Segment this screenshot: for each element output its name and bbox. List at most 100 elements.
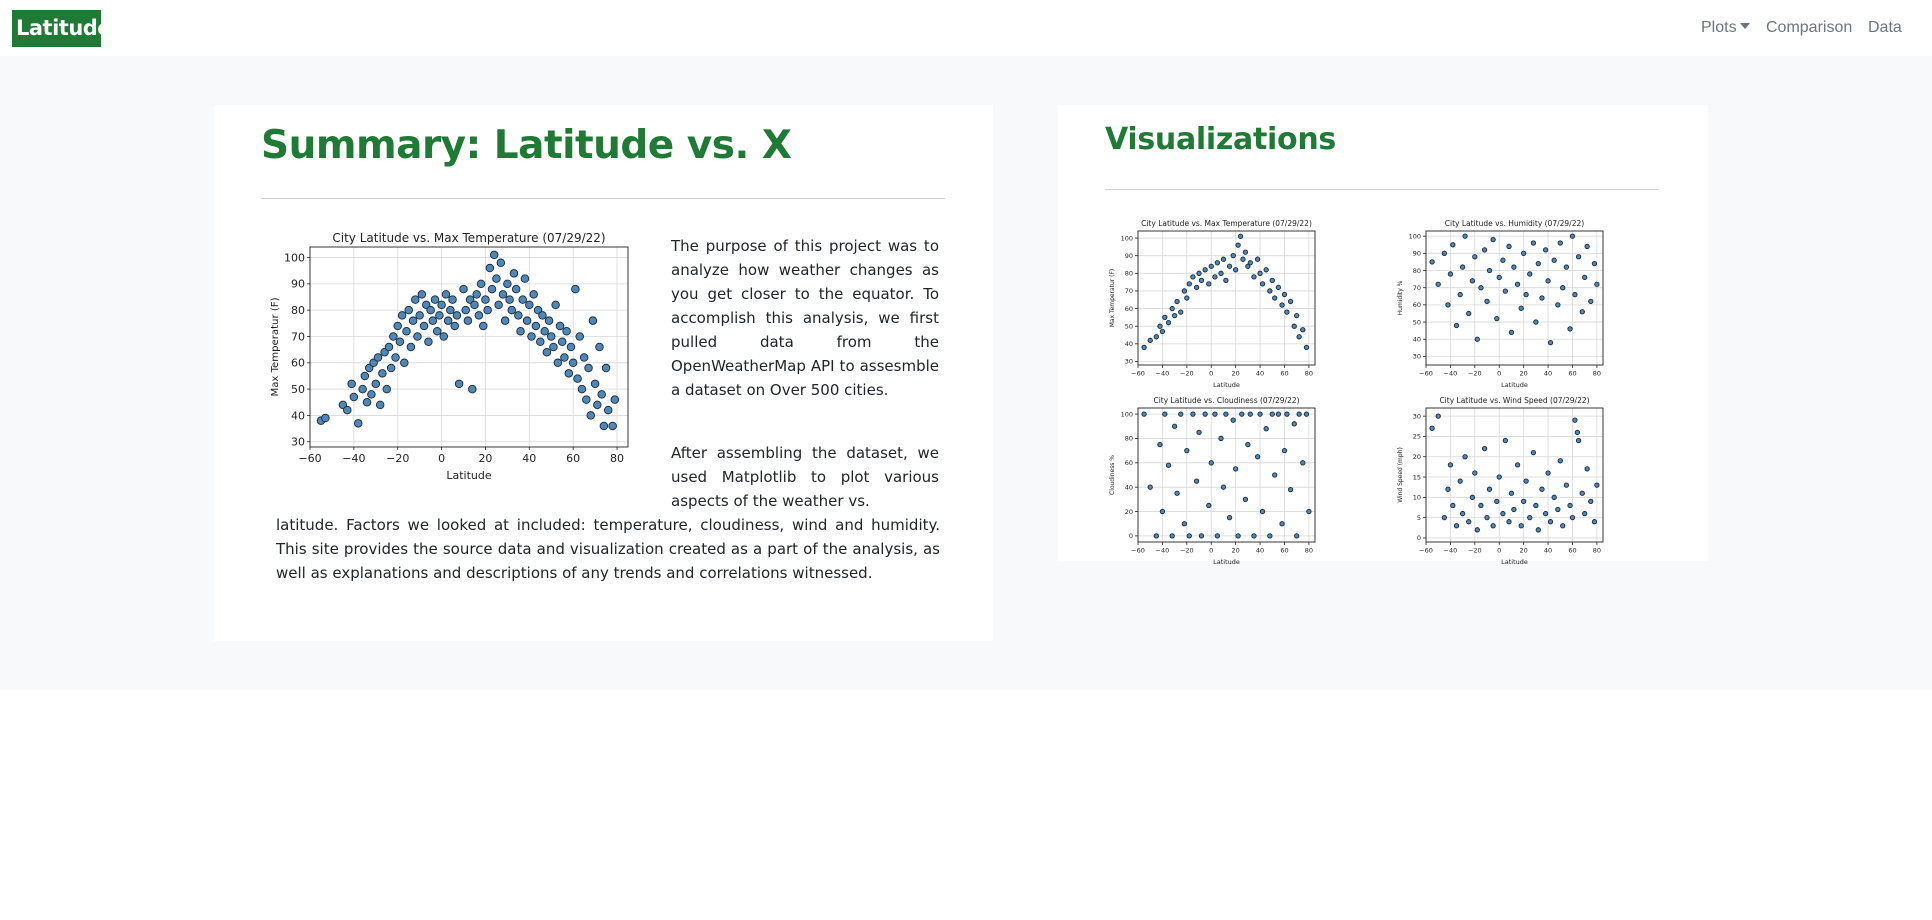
chart-t1-point-25 <box>1223 277 1229 284</box>
chart-t2-xtick-label-2: −20 <box>1468 370 1482 378</box>
chart-t3-point-9 <box>1174 490 1180 496</box>
wind-speed-thumbnail[interactable]: City Latitude vs. Wind Speed (07/29/22) −… <box>1396 394 1611 566</box>
chart-main-point-60 <box>476 279 486 289</box>
chart-t4-point-24 <box>1508 490 1515 496</box>
chart-t3-ytick-label-5: 100 <box>1121 410 1133 418</box>
chart-t2-xtick-label-6: 60 <box>1568 370 1576 378</box>
nav-plots-dropdown[interactable]: Plots <box>1701 16 1750 40</box>
chart-t4-point-28 <box>1521 498 1527 505</box>
chart-main-point-26 <box>400 358 409 368</box>
nav-comparison-link[interactable]: Comparison <box>1766 19 1853 36</box>
chart-main-point-102 <box>568 358 578 368</box>
chart-main-point-51 <box>454 379 464 389</box>
chart-t3-point-27 <box>1230 417 1236 423</box>
chart-t3-point-6 <box>1165 462 1172 468</box>
chart-main-point-22 <box>391 353 400 362</box>
chart-t4-point-5 <box>1450 502 1456 509</box>
caret-down-icon <box>1739 23 1750 29</box>
chart-t1-point-42 <box>1272 295 1278 301</box>
chart-t1-point-47 <box>1287 298 1294 305</box>
chart-t3-point-36 <box>1257 411 1263 417</box>
chart-t3-point-19 <box>1206 502 1212 509</box>
chart-main-point-40 <box>430 295 440 304</box>
chart-t2-ytick-label-7: 100 <box>1409 232 1421 240</box>
chart-t3-point-3 <box>1157 441 1163 448</box>
chart-t2-point-32 <box>1533 319 1539 325</box>
chart-main-point-9 <box>362 398 372 407</box>
chart-t1-point-38 <box>1259 281 1266 287</box>
chart-t4-xtick-label-0: −60 <box>1419 547 1433 555</box>
chart-main-point-1 <box>321 413 330 423</box>
chart-t1-point-34 <box>1247 260 1253 266</box>
chart-t2-point-33 <box>1535 260 1541 267</box>
chart-main-point-93 <box>549 342 558 352</box>
chart-t2-point-36 <box>1545 278 1551 284</box>
chart-t4-point-14 <box>1478 502 1484 509</box>
chart-t1-point-29 <box>1235 242 1241 248</box>
chart-main-point-113 <box>593 400 602 410</box>
chart-t3-xtick-label-4: 20 <box>1232 547 1240 555</box>
chart-t4-xlabel: Latitude <box>1501 558 1528 566</box>
chart-main-point-30 <box>408 316 418 325</box>
chart-main-point-63 <box>483 305 492 315</box>
chart-t2-frame <box>1425 230 1604 366</box>
chart-t2-point-38 <box>1551 257 1557 263</box>
chart-t4-xtick-label-5: 40 <box>1544 547 1552 555</box>
chart-main-point-91 <box>544 316 554 325</box>
chart-t1-point-3 <box>1157 323 1163 329</box>
cloudiness-thumbnail[interactable]: City Latitude vs. Cloudiness (07/29/22) −… <box>1108 394 1323 566</box>
chart-t4-xtick-label-6: 60 <box>1568 547 1576 555</box>
chart-t3-point-50 <box>1300 460 1306 466</box>
chart-main-point-101 <box>566 342 576 352</box>
chart-t4-point-32 <box>1533 502 1539 509</box>
chart-main-point-37 <box>424 337 433 346</box>
chart-t3-xlabel: Latitude <box>1213 558 1240 566</box>
chart-t1-point-1 <box>1147 337 1153 343</box>
chart-t4-point-47 <box>1575 437 1582 444</box>
wind-speed-thumbnail-svg: City Latitude vs. Wind Speed (07/29/22) −… <box>1397 396 1604 566</box>
chart-t3-ytick-label-0: 0 <box>1129 532 1133 540</box>
chart-main-point-46 <box>443 316 453 325</box>
temperature-thumbnail-svg: City Latitude vs. Max Temperature (07/29… <box>1109 219 1316 389</box>
chart-main-xtick-label-3: 0 <box>438 452 445 465</box>
summary-title: Summary: Latitude vs. X <box>261 123 792 168</box>
chart-t4-point-12 <box>1472 470 1478 476</box>
chart-t1-point-44 <box>1279 302 1285 308</box>
summary-paragraph-2-wrap: After assembling the dataset, we used Ma… <box>671 444 939 510</box>
chart-t1-point-33 <box>1245 263 1251 269</box>
chart-t2-point-26 <box>1514 281 1521 287</box>
chart-t2-point-43 <box>1567 326 1573 332</box>
chart-t2-point-45 <box>1572 291 1578 298</box>
brand-logo[interactable]: Latitude <box>12 10 112 47</box>
chart-t3-ylabel: Cloudiness % <box>1109 455 1116 495</box>
chart-t4-ytick-label-2: 10 <box>1413 494 1421 502</box>
chart-main-xtick-label-1: −40 <box>342 452 365 465</box>
chart-t4-point-48 <box>1579 490 1585 496</box>
chart-t3-point-16 <box>1196 429 1202 436</box>
chart-t4-point-6 <box>1453 523 1460 529</box>
humidity-thumbnail[interactable]: City Latitude vs. Humidity (07/29/22) −60… <box>1396 217 1611 389</box>
chart-t2-ytick-label-2: 50 <box>1413 318 1421 326</box>
nav-data-link[interactable]: Data <box>1868 19 1902 36</box>
chart-t3-point-26 <box>1226 514 1233 521</box>
chart-t1-ytick-label-0: 30 <box>1125 358 1133 366</box>
chart-t1-frame <box>1137 230 1316 366</box>
chart-t1-ytick-label-2: 50 <box>1125 322 1133 330</box>
chart-t2-ytick-label-1: 40 <box>1413 336 1421 344</box>
chart-t1-title: City Latitude vs. Max Temperature (07/29… <box>1141 219 1312 228</box>
chart-t2-point-50 <box>1588 298 1594 305</box>
chart-t2-xtick-label-1: −40 <box>1444 370 1458 378</box>
chart-t3-point-41 <box>1272 472 1278 478</box>
chart-t1-point-45 <box>1281 291 1288 298</box>
summary-chart-svg: City Latitude vs. Max Temperature (07/29… <box>270 231 629 482</box>
chart-t3-point-38 <box>1263 426 1269 432</box>
chart-main-point-75 <box>509 269 519 278</box>
chart-main-point-89 <box>540 326 549 336</box>
temperature-thumbnail[interactable]: City Latitude vs. Max Temperature (07/29… <box>1108 217 1323 389</box>
chart-t3-point-13 <box>1186 533 1192 539</box>
chart-t1-point-26 <box>1226 263 1233 269</box>
chart-main-point-116 <box>599 421 609 431</box>
chart-main-point-59 <box>474 311 484 320</box>
chart-t3-point-14 <box>1190 411 1196 417</box>
chart-main-point-85 <box>531 321 541 331</box>
